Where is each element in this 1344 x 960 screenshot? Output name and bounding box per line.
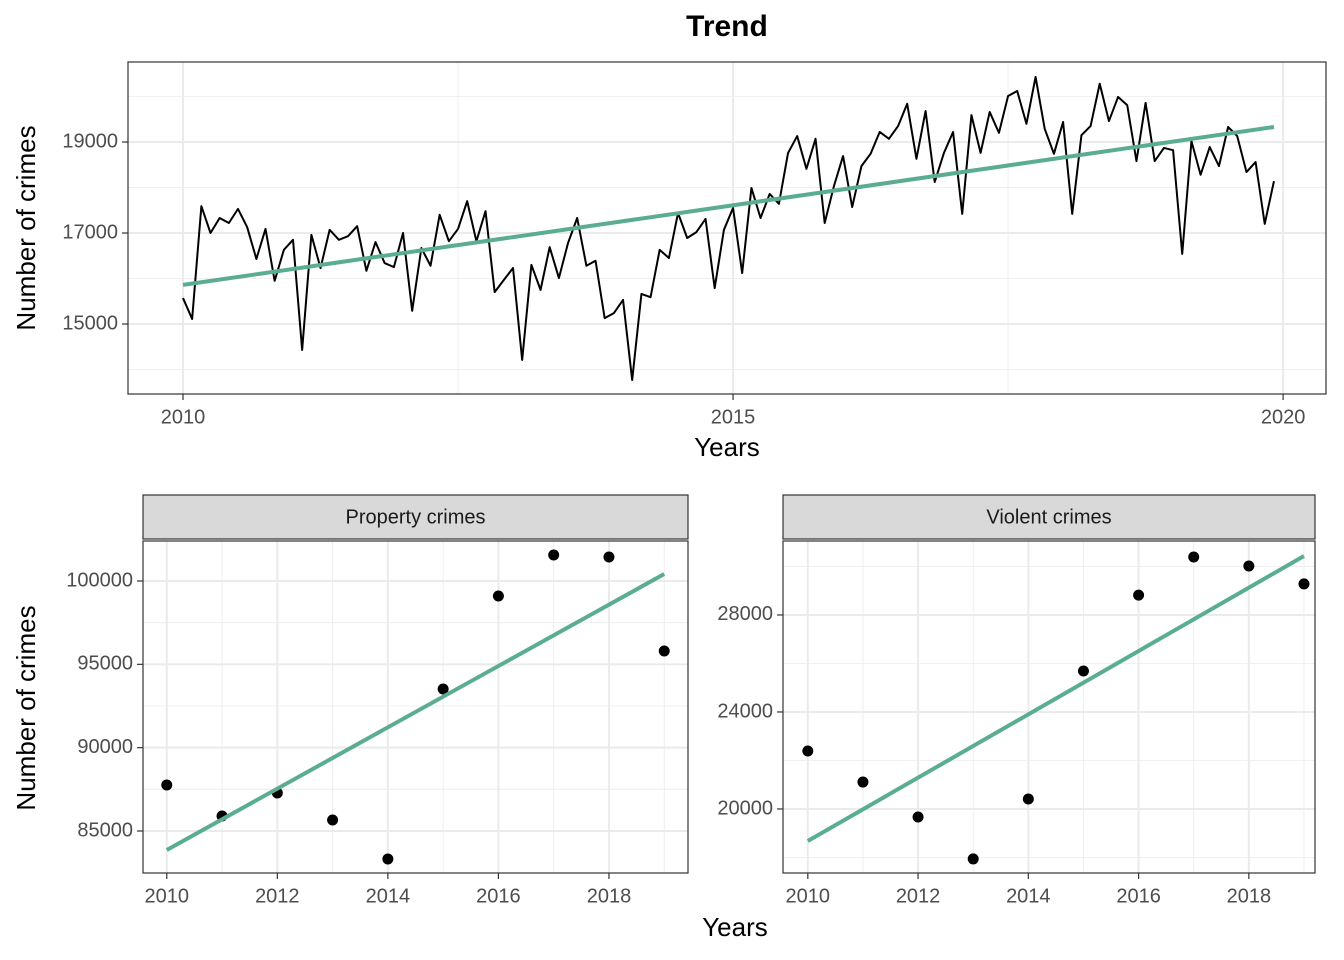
- y-tick-label: 17000: [62, 221, 118, 243]
- x-tick-label: 2012: [255, 885, 300, 907]
- trend-line: [165, 572, 666, 852]
- x-tick-label: 2018: [587, 885, 632, 907]
- chart-title: Trend: [686, 10, 768, 43]
- data-point: [1188, 551, 1200, 563]
- x-tick-label: 2014: [366, 885, 411, 907]
- x-tick-label: 2020: [1261, 406, 1306, 428]
- data-point: [382, 853, 394, 865]
- data-point: [1133, 589, 1145, 601]
- y-tick-label: 90000: [77, 736, 133, 758]
- facet-label: Property crimes: [345, 506, 485, 528]
- data-point: [1077, 665, 1089, 677]
- data-point: [967, 853, 979, 865]
- y-tick-label: 95000: [77, 653, 133, 675]
- y-tick-label: 20000: [717, 797, 773, 819]
- facet-label: Violent crimes: [986, 506, 1111, 528]
- trend-line: [182, 125, 1275, 287]
- x-tick-label: 2015: [711, 406, 756, 428]
- y-axis-title: Number of crimes: [11, 605, 41, 810]
- plot-border: [127, 61, 1327, 395]
- data-point: [658, 645, 670, 657]
- y-tick-label: 85000: [77, 819, 133, 841]
- x-tick-label: 2010: [145, 885, 190, 907]
- y-tick-label: 100000: [66, 569, 133, 591]
- data-point: [603, 551, 615, 563]
- data-point: [1298, 578, 1310, 590]
- data-point: [437, 683, 449, 695]
- x-tick-label: 2016: [1116, 885, 1161, 907]
- data-point: [802, 745, 814, 757]
- plot-background: [783, 541, 1315, 873]
- data-line: [182, 75, 1275, 381]
- y-tick-label: 19000: [62, 130, 118, 152]
- plot-border: [142, 540, 689, 874]
- data-point: [492, 590, 504, 602]
- x-axis-title: Years: [702, 912, 768, 942]
- data-point: [327, 814, 339, 826]
- trend-line: [806, 554, 1305, 843]
- x-axis-title: Years: [694, 432, 760, 462]
- data-point: [1022, 793, 1034, 805]
- plot-background: [143, 541, 688, 873]
- data-point: [548, 549, 560, 561]
- data-point: [161, 779, 173, 791]
- y-axis-title: Number of crimes: [11, 125, 41, 330]
- plot-background: [128, 62, 1326, 394]
- facet-strip: [782, 494, 1316, 540]
- x-tick-label: 2012: [896, 885, 941, 907]
- data-point: [912, 811, 924, 823]
- facet-strip: [142, 494, 689, 540]
- x-tick-label: 2016: [476, 885, 521, 907]
- data-point: [1243, 560, 1255, 572]
- x-tick-label: 2014: [1006, 885, 1051, 907]
- x-tick-label: 2018: [1227, 885, 1272, 907]
- x-tick-label: 2010: [161, 406, 206, 428]
- data-point: [857, 776, 869, 788]
- y-tick-label: 24000: [717, 700, 773, 722]
- plot-border: [782, 540, 1316, 874]
- y-tick-label: 28000: [717, 603, 773, 625]
- x-tick-label: 2010: [786, 885, 831, 907]
- y-tick-label: 15000: [62, 312, 118, 334]
